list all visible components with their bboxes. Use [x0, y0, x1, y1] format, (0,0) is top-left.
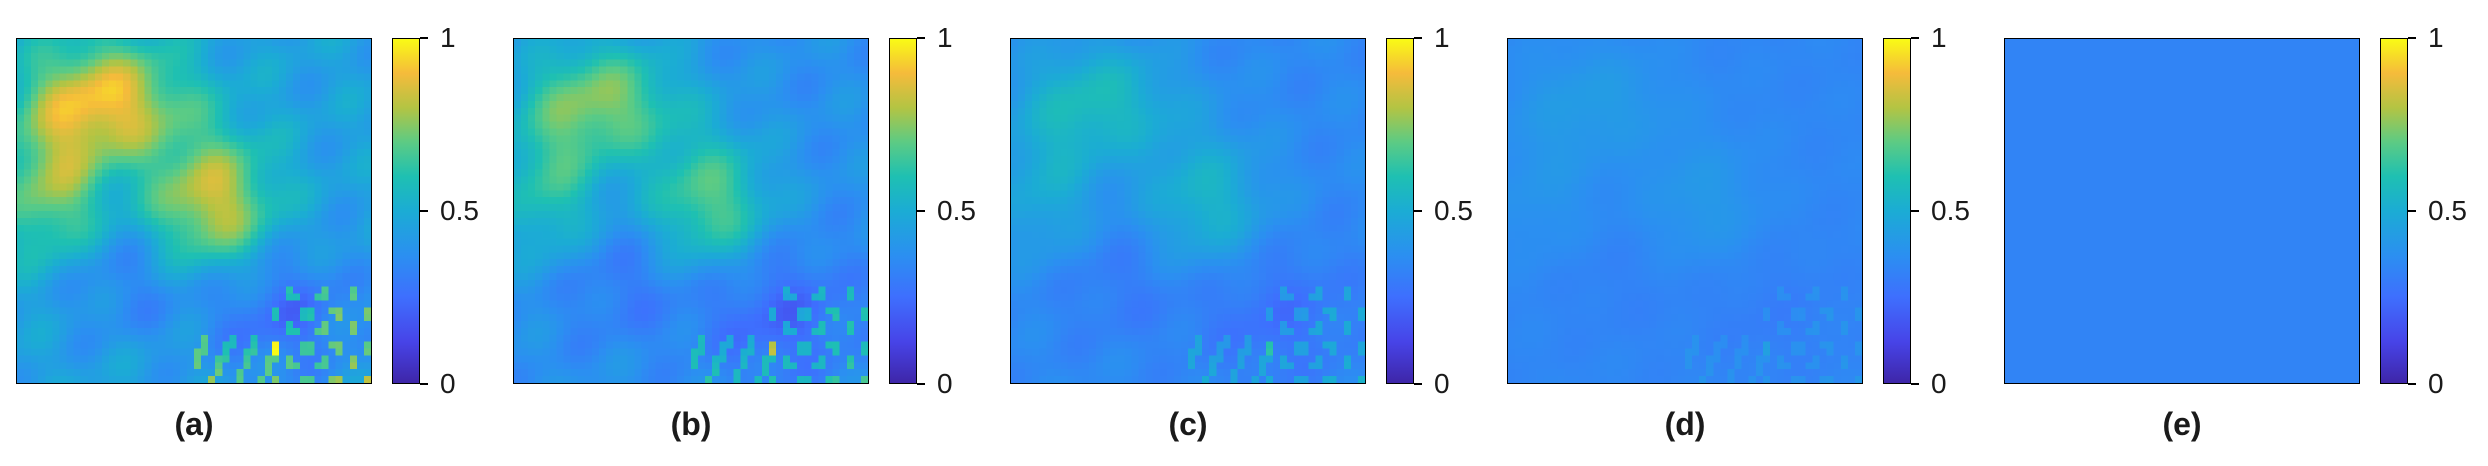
- colorbar-tick: [917, 37, 925, 39]
- heatmap: [1507, 38, 1863, 384]
- colorbar-tick-label: 1: [1434, 22, 1450, 53]
- colorbar-tick-label: 0.5: [2428, 195, 2467, 226]
- colorbar: [392, 38, 420, 384]
- colorbar-tick: [1911, 383, 1919, 385]
- colorbar-tick-label: 1: [1931, 22, 1947, 53]
- colorbar-tick: [917, 383, 925, 385]
- colorbar-tick: [2408, 383, 2416, 385]
- colorbar-tick: [1414, 383, 1422, 385]
- panel-caption: (a): [174, 406, 214, 442]
- colorbar: [889, 38, 917, 384]
- panel-c: 0 0.5 1 (c): [994, 0, 1491, 466]
- colorbar: [1386, 38, 1414, 384]
- heatmap: [1010, 38, 1366, 384]
- colorbar-tick: [420, 383, 428, 385]
- colorbar-tick-label: 0: [1931, 368, 1947, 399]
- colorbar-tick: [420, 37, 428, 39]
- colorbar: [1883, 38, 1911, 384]
- panel-caption: (d): [1664, 406, 1706, 442]
- colorbar-tick: [917, 210, 925, 212]
- colorbar-tick-label: 0.5: [440, 195, 479, 226]
- colorbar-tick-label: 1: [440, 22, 456, 53]
- colorbar-tick: [2408, 37, 2416, 39]
- colorbar: [2380, 38, 2408, 384]
- colorbar-tick-label: 0: [1434, 368, 1450, 399]
- panel-a: 0 0.5 1 (a): [0, 0, 497, 466]
- heatmap: [513, 38, 869, 384]
- panel-caption: (c): [1168, 406, 1208, 442]
- colorbar-tick-label: 0.5: [1434, 195, 1473, 226]
- colorbar-tick-label: 1: [2428, 22, 2444, 53]
- colorbar-tick-label: 0: [937, 368, 953, 399]
- colorbar-tick: [1414, 37, 1422, 39]
- colorbar-tick: [2408, 210, 2416, 212]
- colorbar-tick: [1911, 37, 1919, 39]
- heatmap: [16, 38, 372, 384]
- heatmap: [2004, 38, 2360, 384]
- panel-caption: (e): [2162, 406, 2202, 442]
- colorbar-tick-label: 0.5: [937, 195, 976, 226]
- colorbar-tick-label: 1: [937, 22, 953, 53]
- panel-caption: (b): [670, 406, 712, 442]
- panel-e: 0 0.5 1 (e): [1988, 0, 2485, 466]
- panel-b: 0 0.5 1 (b): [497, 0, 994, 466]
- colorbar-tick: [420, 210, 428, 212]
- colorbar-tick: [1911, 210, 1919, 212]
- colorbar-tick: [1414, 210, 1422, 212]
- colorbar-tick-label: 0: [2428, 368, 2444, 399]
- colorbar-tick-label: 0.5: [1931, 195, 1970, 226]
- panel-d: 0 0.5 1 (d): [1491, 0, 1988, 466]
- colorbar-tick-label: 0: [440, 368, 456, 399]
